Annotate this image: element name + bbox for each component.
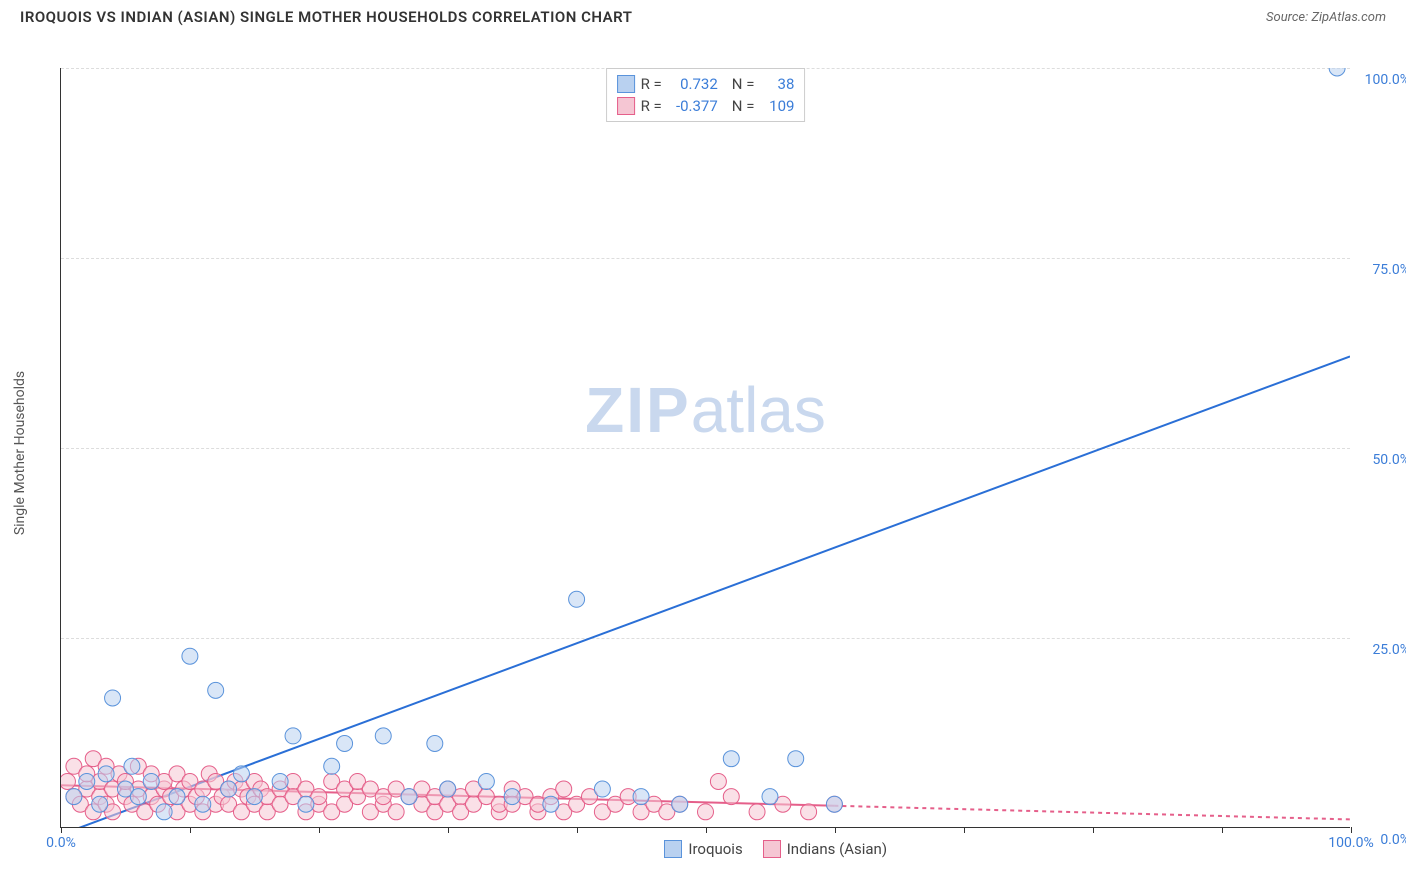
legend-label: Indians (Asian) [787, 840, 887, 858]
data-point [246, 789, 262, 805]
data-point [723, 789, 739, 805]
legend-r-value: 0.732 [668, 73, 718, 95]
x-tick [448, 827, 449, 833]
x-tick-label: 0.0% [46, 835, 76, 851]
data-point [298, 796, 314, 812]
data-point [543, 796, 559, 812]
chart-title: IROQUOIS VS INDIAN (ASIAN) SINGLE MOTHER… [20, 8, 632, 26]
data-point [208, 682, 224, 698]
data-point [143, 773, 159, 789]
plot-area: ZIPatlas 0.0%25.0%50.0%75.0%100.0% 0.0%1… [60, 68, 1350, 828]
data-point [388, 804, 404, 820]
legend-row: R = -0.377 N = 109 [617, 95, 795, 117]
series-legend: Iroquois Indians (Asian) [664, 840, 887, 858]
data-point [427, 736, 443, 752]
data-point [195, 796, 211, 812]
source-prefix: Source: [1266, 10, 1311, 25]
x-tick-label: 100.0% [1328, 835, 1373, 851]
legend-r-label: R = [641, 95, 662, 117]
data-point [440, 781, 456, 797]
data-point [156, 804, 172, 820]
data-point [478, 773, 494, 789]
x-tick [190, 827, 191, 833]
data-point [504, 789, 520, 805]
chart-container: Single Mother Households ZIPatlas 0.0%25… [48, 48, 1388, 858]
legend-n-value: 109 [760, 95, 794, 117]
legend-item: Indians (Asian) [763, 840, 887, 858]
data-point [749, 804, 765, 820]
data-point [633, 789, 649, 805]
data-point [556, 781, 572, 797]
data-point [324, 758, 340, 774]
data-point [272, 773, 288, 789]
data-point [92, 796, 108, 812]
scatter-plot [61, 68, 1350, 827]
x-tick [964, 827, 965, 833]
data-point [826, 796, 842, 812]
y-tick-label: 75.0% [1372, 262, 1406, 278]
data-point [66, 789, 82, 805]
data-point [762, 789, 778, 805]
legend-item: Iroquois [664, 840, 742, 858]
data-point [105, 690, 121, 706]
source-attribution: Source: ZipAtlas.com [1266, 10, 1386, 25]
legend-row: R = 0.732 N = 38 [617, 73, 795, 95]
data-point [375, 728, 391, 744]
x-tick [61, 827, 62, 833]
data-point [182, 648, 198, 664]
y-tick-label: 0.0% [1380, 832, 1406, 848]
data-point [788, 751, 804, 767]
regression-line-dashed [834, 806, 1350, 820]
x-tick [706, 827, 707, 833]
data-point [285, 728, 301, 744]
data-point [169, 789, 185, 805]
legend-n-value: 38 [760, 73, 794, 95]
data-point [710, 773, 726, 789]
data-point [698, 804, 714, 820]
legend-label: Iroquois [688, 840, 742, 858]
y-axis-label: Single Mother Households [12, 371, 28, 535]
data-point [723, 751, 739, 767]
legend-swatch [763, 840, 781, 858]
legend-swatch [617, 75, 635, 93]
x-tick [577, 827, 578, 833]
x-tick [1222, 827, 1223, 833]
data-point [221, 781, 237, 797]
y-tick-label: 50.0% [1372, 452, 1406, 468]
y-tick-label: 100.0% [1365, 72, 1406, 88]
data-point [801, 804, 817, 820]
y-tick-label: 25.0% [1372, 642, 1406, 658]
source-name: ZipAtlas.com [1311, 10, 1386, 25]
legend-r-label: R = [641, 73, 662, 95]
data-point [672, 796, 688, 812]
data-point [569, 591, 585, 607]
data-point [1329, 68, 1345, 76]
data-point [61, 773, 75, 789]
data-point [401, 789, 417, 805]
x-tick [1351, 827, 1352, 833]
legend-n-label: N = [732, 95, 755, 117]
regression-line [61, 356, 1350, 827]
legend-swatch [664, 840, 682, 858]
correlation-legend: R = 0.732 N = 38 R = -0.377 N = 109 [606, 68, 806, 122]
data-point [233, 766, 249, 782]
legend-n-label: N = [732, 73, 755, 95]
data-point [98, 766, 114, 782]
data-point [79, 773, 95, 789]
x-tick [319, 827, 320, 833]
data-point [124, 758, 140, 774]
data-point [337, 736, 353, 752]
x-tick [835, 827, 836, 833]
data-point [130, 789, 146, 805]
data-point [594, 781, 610, 797]
x-tick [1093, 827, 1094, 833]
legend-r-value: -0.377 [668, 95, 718, 117]
legend-swatch [617, 97, 635, 115]
